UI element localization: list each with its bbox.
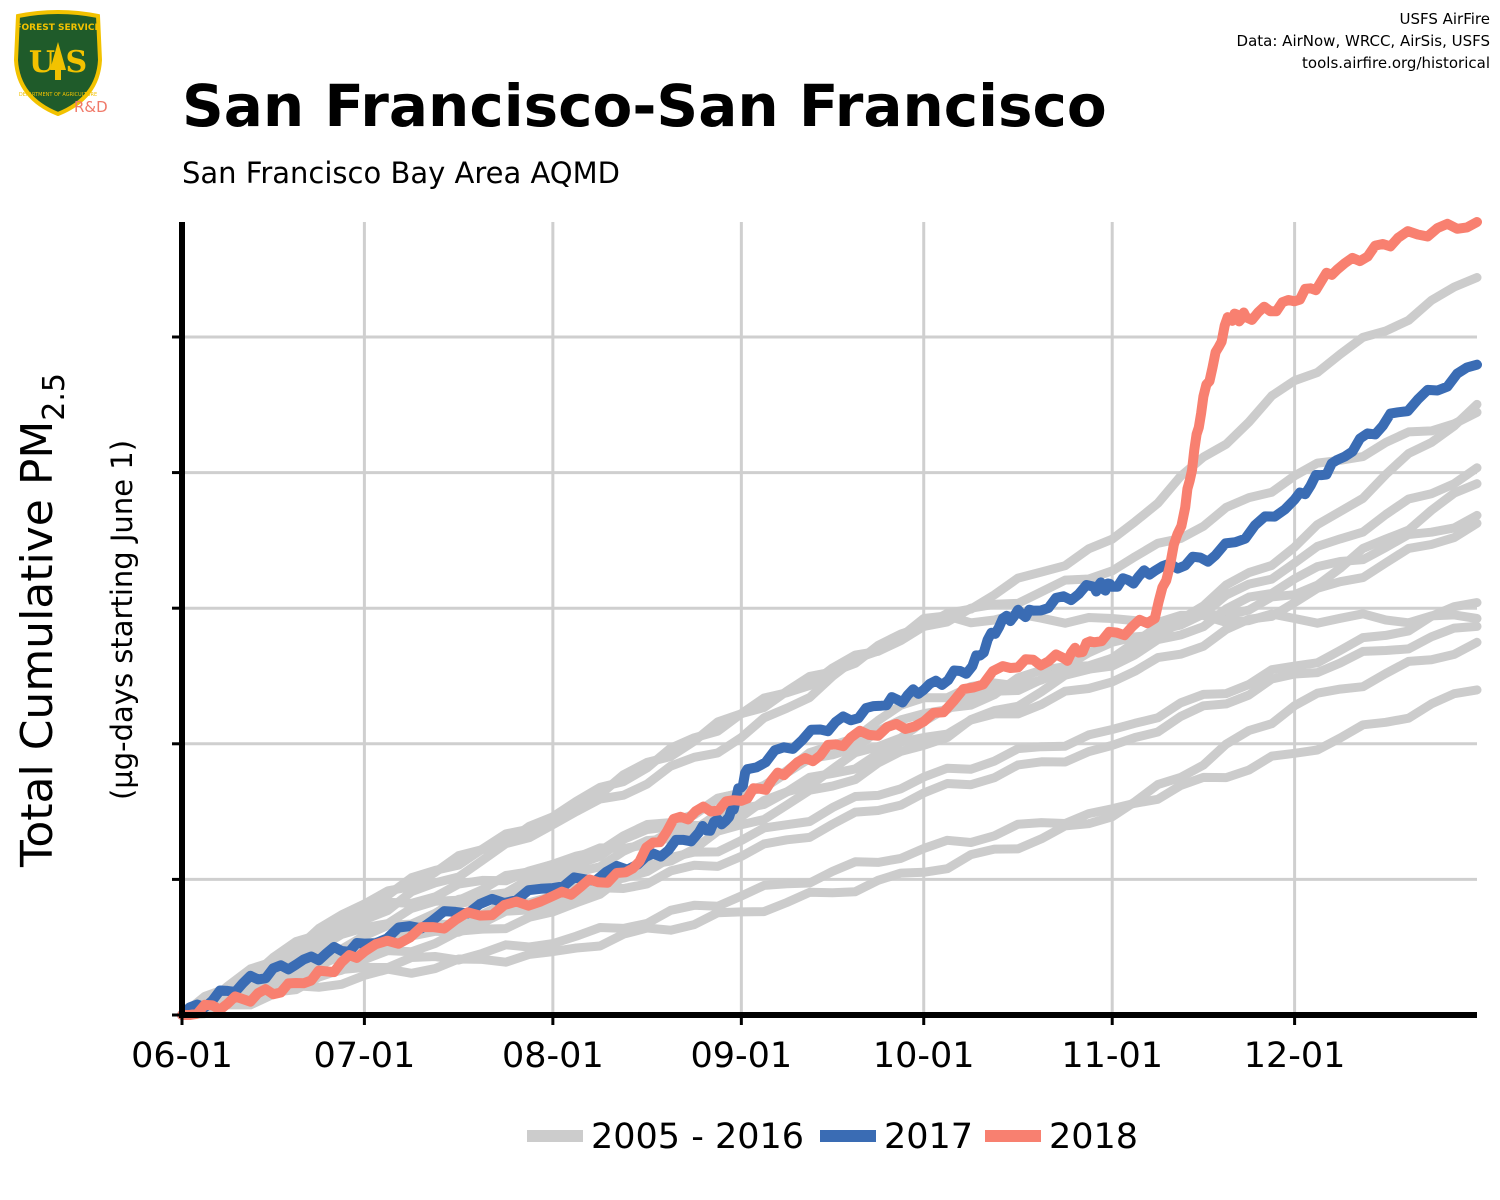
x-tick-label-6: 12-01 bbox=[1244, 1036, 1346, 1076]
x-tick-label-4: 10-01 bbox=[873, 1036, 975, 1076]
logo-top-text: FOREST SERVICE bbox=[15, 23, 100, 33]
historical-line-10 bbox=[177, 479, 1482, 1020]
series-line-2017 bbox=[177, 359, 1482, 1020]
x-tick-label-5: 11-01 bbox=[1061, 1036, 1163, 1076]
x-tick-label-0: 06-01 bbox=[131, 1036, 233, 1076]
historical-line-5 bbox=[177, 463, 1482, 1020]
x-tick-label-1: 07-01 bbox=[314, 1036, 416, 1076]
legend-label-0: 2005 - 2016 bbox=[591, 1117, 804, 1157]
x-tick-label-2: 08-01 bbox=[502, 1036, 604, 1076]
axes: 06-01 07-01 08-01 09-01 10-01 11-01 12-01 bbox=[131, 222, 1477, 1076]
historical-line-6 bbox=[177, 685, 1482, 1020]
tree-icon bbox=[50, 42, 66, 80]
logo-tag: R&D bbox=[74, 98, 108, 116]
historical-lines bbox=[177, 273, 1482, 1020]
attribution-line-3: tools.airfire.org/historical bbox=[1302, 54, 1490, 72]
legend: 2005 - 2016 2017 2018 bbox=[527, 1117, 1138, 1157]
y-axis-units: (µg-days starting June 1) bbox=[105, 440, 139, 800]
attribution-line-2: Data: AirNow, WRCC, AirSis, USFS bbox=[1236, 32, 1490, 50]
series-line-2018 bbox=[177, 217, 1482, 1020]
y-axis-label-main: Total Cumulative PM bbox=[12, 421, 63, 868]
chart-title: San Francisco-San Francisco bbox=[182, 72, 1107, 140]
y-axis-label-sub: 2.5 bbox=[37, 373, 72, 421]
legend-label-1: 2017 bbox=[884, 1117, 973, 1157]
attribution-line-1: USFS AirFire bbox=[1399, 10, 1490, 28]
chart-subtitle: San Francisco Bay Area AQMD bbox=[182, 156, 620, 190]
x-tick-label-3: 09-01 bbox=[690, 1036, 792, 1076]
legend-label-2: 2018 bbox=[1049, 1117, 1138, 1157]
y-axis-label: Total Cumulative PM2.5 bbox=[12, 373, 72, 868]
usfs-logo: FOREST SERVICE U S DEPARTMENT OF AGRICUL… bbox=[13, 10, 103, 116]
attribution: USFS AirFire Data: AirNow, WRCC, AirSis,… bbox=[1237, 8, 1490, 74]
highlight-lines bbox=[177, 217, 1482, 1020]
logo-bottom-text: DEPARTMENT OF AGRICULTURE bbox=[19, 92, 97, 98]
historical-line-7 bbox=[177, 637, 1482, 1020]
